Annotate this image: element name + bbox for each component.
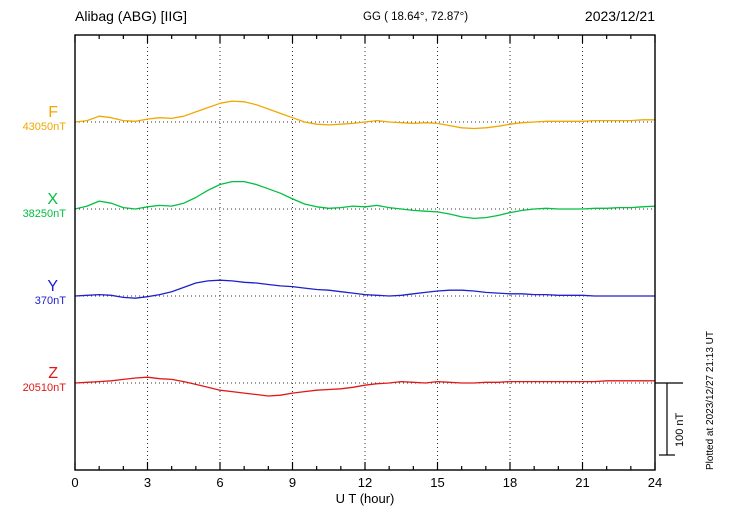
component-label-F: F 43050nT (0, 105, 68, 134)
component-baseline-Y: 370nT (34, 295, 66, 307)
x-tick-label: 15 (430, 475, 444, 490)
component-letter-X: X (47, 191, 58, 208)
x-tick-label: 18 (503, 475, 517, 490)
scale-bar-label: 100 nT (674, 412, 686, 447)
x-tick-label: 3 (144, 475, 151, 490)
x-tick-label: 12 (358, 475, 372, 490)
component-baseline-F: 43050nT (22, 121, 66, 133)
plot-date: 2023/12/21 (584, 8, 655, 24)
x-axis-label: U T (hour) (335, 491, 395, 506)
trace-F (74, 100, 656, 130)
x-tick-label: 24 (648, 475, 662, 490)
x-tick-label: 9 (289, 475, 296, 490)
x-tick-label: 21 (575, 475, 589, 490)
component-label-X: X 38250nT (0, 192, 68, 221)
page-title: Alibag (ABG) [IIG] (75, 8, 188, 24)
trace-Z (74, 376, 656, 397)
component-letter-Z: Z (48, 365, 58, 382)
trace-Y (74, 279, 656, 299)
geographic-coordinates: GG ( 18.64°, 72.87°) (363, 11, 469, 23)
component-label-Y: Y 370nT (0, 279, 68, 308)
trace-X (74, 180, 656, 220)
component-baseline-X: 38250nT (22, 208, 66, 220)
plotted-timestamp: Plotted at 2023/12/27 21:13 UT (705, 331, 716, 470)
component-label-Z: Z 20510nT (0, 366, 68, 395)
x-tick-label: 6 (216, 475, 223, 490)
component-letter-F: F (48, 104, 58, 121)
component-baseline-Z: 20510nT (22, 382, 66, 394)
component-letter-Y: Y (47, 278, 58, 295)
plot-frame (74, 34, 656, 471)
x-tick-label: 0 (71, 475, 78, 490)
